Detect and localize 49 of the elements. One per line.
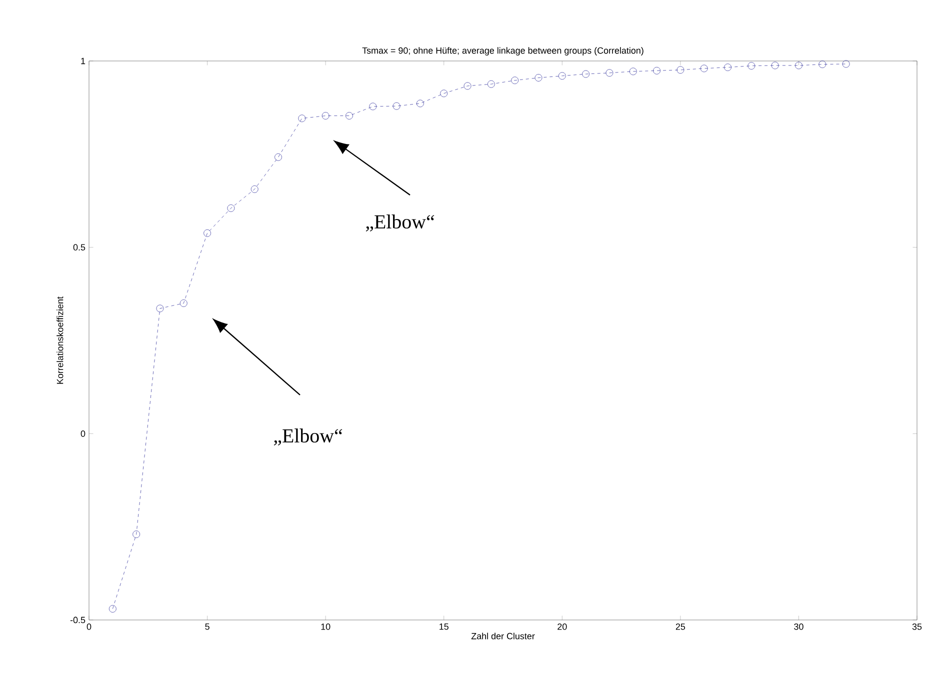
- point: [298, 114, 306, 122]
- point: [748, 62, 756, 70]
- point: [392, 102, 400, 110]
- point: [416, 100, 424, 108]
- x-tick-label: 20: [558, 624, 567, 630]
- x-tick-label: 5: [205, 624, 210, 630]
- y-axis-title: Korrelationskoeffizient: [56, 296, 64, 384]
- point: [369, 102, 377, 110]
- point: [842, 60, 850, 68]
- point: [771, 62, 779, 70]
- point: [724, 64, 732, 72]
- y-tick-label: 0.5: [73, 244, 86, 250]
- point: [108, 605, 116, 613]
- point: [204, 229, 211, 237]
- point: [818, 60, 826, 68]
- annotation: „Elbow“: [366, 214, 434, 232]
- point: [180, 300, 188, 307]
- point: [464, 82, 472, 90]
- chart-title: Tsmax = 90; ohne Hüfte; average linkage between groups (Correlation): [362, 47, 644, 56]
- x-tick-label: 0: [86, 624, 92, 630]
- point: [346, 112, 353, 120]
- point: [534, 74, 542, 82]
- y-tick-label: -0.5: [70, 616, 86, 624]
- point: [676, 66, 684, 74]
- x-tick-label: 25: [676, 624, 686, 630]
- point: [132, 530, 140, 538]
- point: [440, 90, 448, 98]
- x-tick-label: 35: [912, 624, 922, 630]
- x-tick-label: 30: [794, 624, 804, 630]
- point: [795, 62, 802, 70]
- point: [606, 69, 614, 77]
- y-tick-label: 0: [80, 430, 86, 437]
- x-tick-label: 10: [321, 624, 330, 630]
- point: [487, 80, 495, 88]
- y-tick-label: 1: [81, 58, 86, 64]
- point: [629, 68, 637, 76]
- x-tick-label: 15: [440, 624, 448, 630]
- point: [582, 70, 590, 78]
- x-axis-title: Zahl der Cluster: [471, 632, 535, 640]
- point: [322, 112, 330, 120]
- point: [653, 66, 660, 74]
- annotation: „Elbow“: [274, 428, 342, 446]
- point: [227, 204, 235, 212]
- point: [558, 72, 566, 80]
- point: [511, 76, 519, 84]
- point: [156, 304, 164, 312]
- point: [250, 185, 258, 193]
- point: [700, 64, 708, 72]
- point: [274, 153, 282, 161]
